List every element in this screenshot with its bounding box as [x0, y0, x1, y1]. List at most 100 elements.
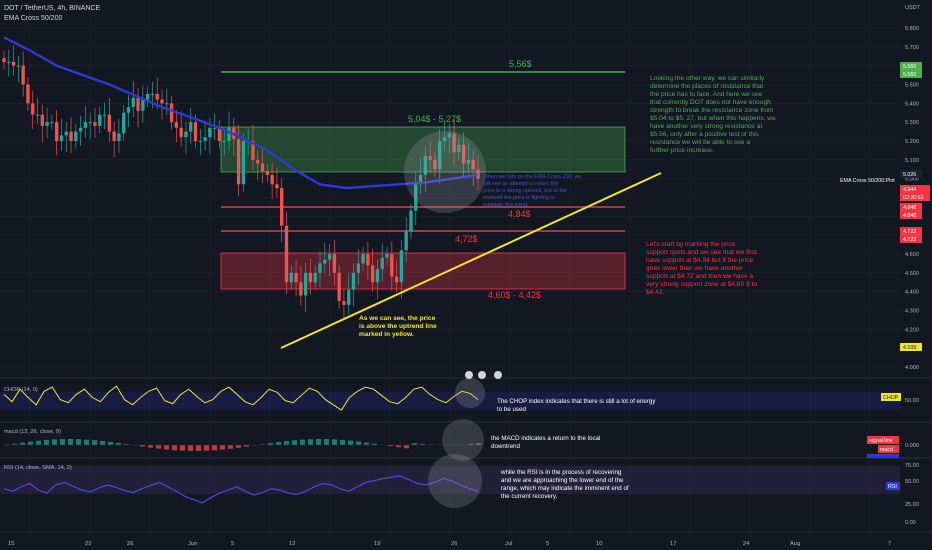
candle-body [342, 301, 346, 305]
time-tick: 10 [596, 541, 602, 547]
time-tick: 15 [8, 541, 14, 547]
candle-body [438, 141, 442, 170]
uptrend-note: As we can see, the price is above the upt… [359, 315, 437, 338]
candle-body [50, 122, 54, 124]
rsi-badge-bg [886, 482, 900, 490]
rsi-line [3, 475, 479, 504]
candle-body [145, 93, 150, 100]
candle-body [447, 133, 451, 138]
candle-body [457, 144, 461, 153]
time-tick: Aug [790, 541, 800, 547]
macd-bar [116, 442, 121, 445]
candle-body [126, 107, 131, 113]
time-tick: Jul [505, 541, 512, 547]
candle-body [327, 254, 332, 260]
rsi-label[interactable]: RSI (14, close, SMA, 14, 2) [4, 465, 72, 471]
macd-bar [388, 445, 393, 447]
macd-bar [340, 439, 345, 445]
candle-body [303, 272, 308, 296]
price-tick: 5.700 [905, 45, 919, 51]
candle-body [256, 159, 260, 164]
price-badges: 5.560 5.560 5.026 EMA Cross 50/200:Plot … [838, 62, 930, 351]
candle-body [136, 97, 140, 111]
macd-note: the MACD indicates a return to the local… [491, 435, 600, 450]
chop-badge-bg [881, 393, 901, 401]
price-tick: 4.300 [905, 309, 919, 315]
candle-body [466, 159, 471, 164]
label-support-zone: 4,60$ - 4,42$ [488, 290, 541, 300]
candle-body [59, 135, 64, 141]
macd-bar [276, 442, 281, 445]
candle-body [414, 184, 418, 211]
uptrend-line[interactable] [280, 172, 662, 349]
candle-body [471, 159, 475, 170]
macd-bar [92, 440, 97, 445]
badge-4944: 4.944 [903, 187, 916, 193]
time-tick: 26 [451, 541, 457, 547]
price-tick: 5.100 [905, 158, 919, 164]
indicator-title[interactable]: EMA Cross 50/200 [4, 15, 62, 22]
label-resistance-zone: 5,04$ - 5,27$ [408, 114, 461, 124]
ema-200-line [3, 36, 479, 190]
macd-bar [396, 445, 401, 448]
label-4-84: 4,84$ [508, 209, 531, 219]
macd-label[interactable]: macd (12, 26, close, 9) [4, 429, 61, 435]
badge-5026: 5.026 [903, 172, 916, 178]
event-markers[interactable] [465, 371, 502, 379]
candle-body [280, 188, 284, 226]
candle-body [21, 65, 25, 85]
price-axis[interactable]: USDT 5.8005.7005.6005.5005.4005.3005.200… [905, 5, 921, 371]
rsi-axis-50: 50.00 [905, 479, 919, 485]
candle-body [35, 114, 40, 116]
candle-body [323, 259, 327, 264]
macd-bar [52, 439, 57, 445]
macd-bar [140, 445, 145, 447]
candle-body [64, 131, 68, 136]
candle-body [16, 65, 21, 67]
macd-bar [148, 445, 153, 448]
symbol-title: DOT / TetherUS, 4h, BINANCE [4, 5, 101, 12]
candle-body [88, 122, 92, 124]
candle-body [102, 114, 107, 116]
time-axis[interactable]: 15 22 26 Jun 5 12 19 26 Jul 5 10 17 24 Aug 7 [8, 541, 891, 547]
time-tick: 19 [374, 541, 380, 547]
macd-bar [316, 439, 321, 445]
macd-bar [420, 443, 425, 445]
macd-bar [356, 441, 361, 445]
candle-body [54, 122, 59, 141]
candles [2, 45, 480, 320]
price-tick: 5.500 [905, 83, 919, 89]
candle-body [165, 103, 169, 105]
candle-body [433, 159, 437, 170]
candle-body [98, 114, 102, 126]
macd-bar [12, 443, 17, 445]
macd-bar [76, 439, 81, 445]
macd-bar [196, 445, 201, 451]
candle-body [294, 272, 298, 283]
candle-body [227, 127, 231, 141]
candle-body [150, 93, 155, 95]
time-tick: 17 [670, 541, 676, 547]
macd-bar [372, 443, 377, 445]
candle-body [40, 114, 44, 126]
candle-body [236, 139, 241, 185]
price-tick: 5.400 [905, 101, 919, 107]
candle-body [318, 263, 322, 273]
candle-body [356, 263, 360, 273]
candle-body [251, 141, 255, 160]
chop-note-text: The CHOP index indicates that there is s… [497, 398, 656, 413]
macd-bar [164, 445, 169, 450]
macd-bar [28, 441, 33, 445]
candle-body [112, 131, 116, 141]
price-tick: 4.400 [905, 290, 919, 296]
candle-body [404, 231, 408, 251]
macd-bar [308, 439, 313, 445]
time-tick: 22 [85, 541, 91, 547]
ema-tag: EMA Cross 50/200:Plot [840, 178, 895, 184]
macd-bar [468, 443, 473, 445]
candle-body [260, 163, 265, 172]
macd-bar [228, 445, 233, 449]
macd-hist-badge-bg [867, 454, 899, 458]
macd-badge-bg [878, 445, 899, 453]
